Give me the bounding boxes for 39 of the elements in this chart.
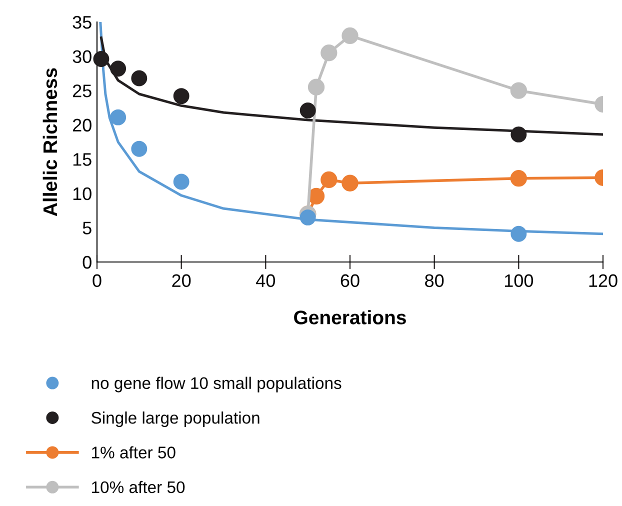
point <box>320 44 338 62</box>
point <box>131 140 148 157</box>
legend-label: 10% after 50 <box>92 480 185 494</box>
x-tick-label: 100 <box>504 274 534 288</box>
point <box>93 51 110 68</box>
y-tick-label: 10 <box>73 187 92 200</box>
x-tick-label: 40 <box>256 274 276 288</box>
x-tick-label: 20 <box>172 274 191 288</box>
legend-label: no gene flow 10 small populations <box>92 376 342 392</box>
y-tick-label: 5 <box>82 222 92 234</box>
point <box>510 226 527 242</box>
point <box>110 109 126 126</box>
x-tick-label: 0 <box>92 274 102 288</box>
y-tick-label: 25 <box>72 84 92 98</box>
point <box>131 70 148 86</box>
legend-label: 1% after 50 <box>92 446 176 458</box>
point <box>300 102 316 118</box>
y-tick-label: 20 <box>72 118 92 132</box>
y-tick-label: 0 <box>82 256 92 269</box>
x-tick-label: 120 <box>589 274 618 288</box>
point <box>300 209 316 226</box>
point <box>320 171 338 188</box>
x-tick-label: 80 <box>425 274 444 288</box>
y-tick-label: 35 <box>72 16 92 29</box>
point <box>110 60 126 77</box>
x-axis-title: Generations <box>294 310 406 324</box>
point <box>173 88 190 104</box>
point <box>510 82 527 99</box>
legend-label: Single large population <box>92 411 260 428</box>
point <box>173 174 190 190</box>
point <box>308 78 325 96</box>
point <box>342 27 358 44</box>
y-axis-title: Allelic Richness <box>42 68 58 216</box>
point <box>510 126 527 142</box>
y-tick-label: 30 <box>72 50 92 64</box>
x-tick-label: 60 <box>340 274 360 288</box>
y-tick-label: 15 <box>73 153 92 166</box>
point <box>342 174 358 192</box>
point <box>510 170 527 187</box>
